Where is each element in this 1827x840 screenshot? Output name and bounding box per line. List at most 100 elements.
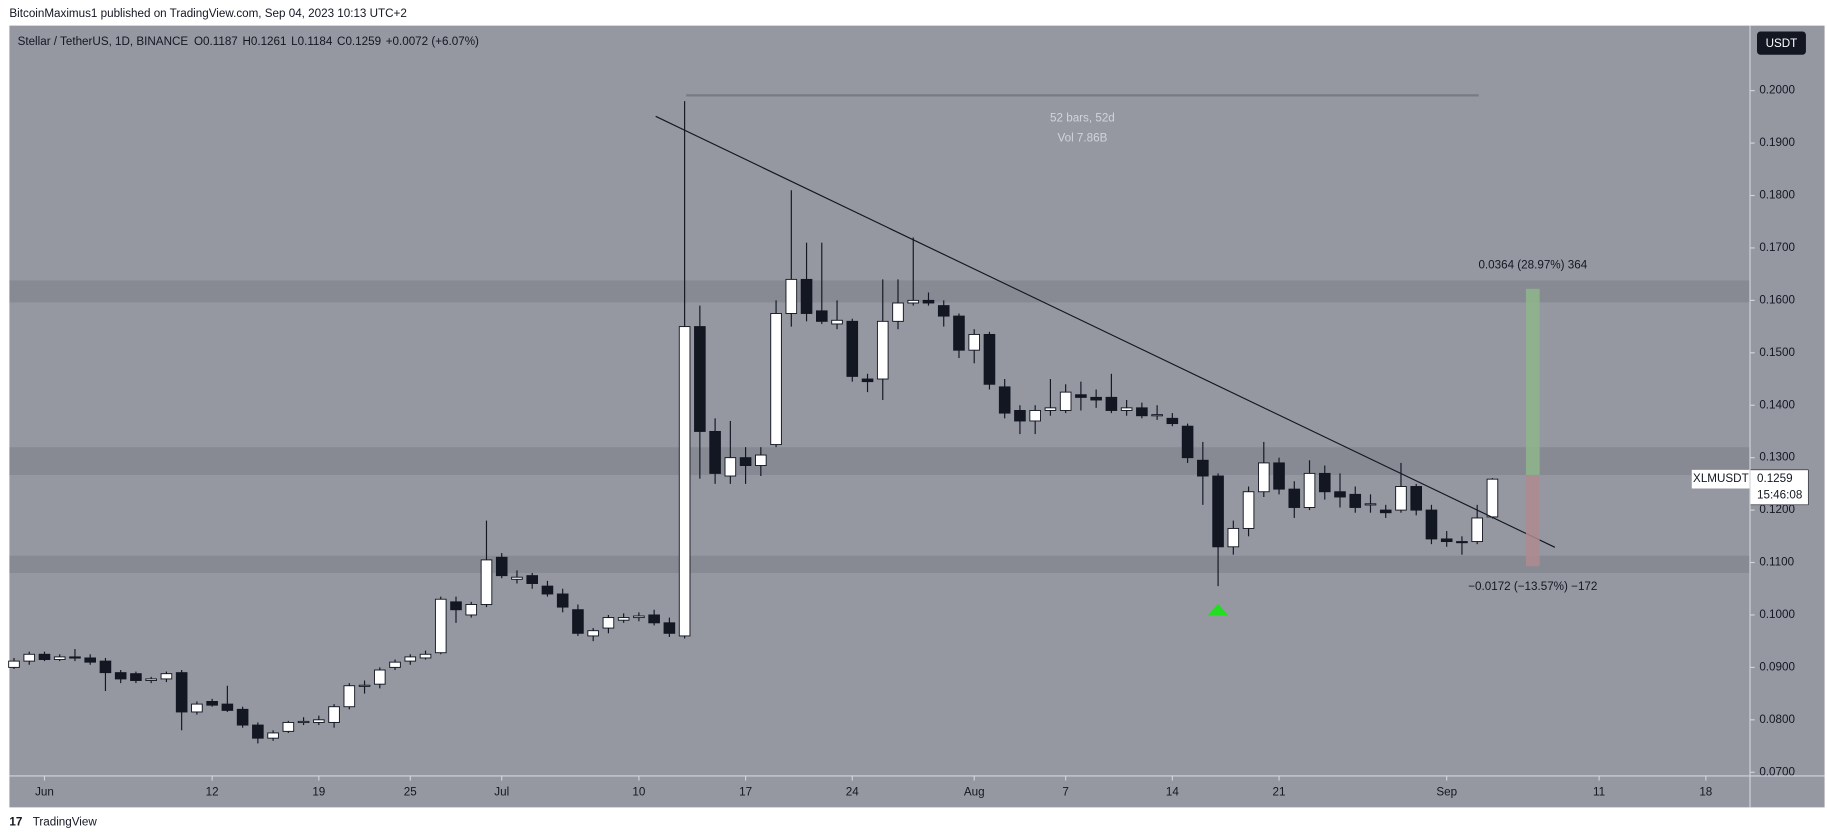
candle-body <box>861 378 874 383</box>
candle-body <box>465 604 478 616</box>
candle-body <box>1273 462 1285 490</box>
candle-body <box>1136 407 1148 417</box>
y-tick-label: 0.1400 <box>1759 398 1795 411</box>
candle-body <box>922 299 935 304</box>
candle-body <box>1257 462 1270 493</box>
measure-bars: 52 bars, 52d <box>1050 112 1115 125</box>
candle-body <box>480 559 493 605</box>
candle-body <box>160 673 173 680</box>
candle-body <box>953 315 965 351</box>
x-tick-label: 18 <box>1699 785 1712 798</box>
x-tick-label: 11 <box>1593 785 1605 798</box>
symbol-box <box>1691 469 1751 489</box>
y-tick-label: 0.1900 <box>1759 136 1795 149</box>
change: +0.0072 (+6.07%) <box>386 35 479 48</box>
candle-body <box>1242 491 1255 529</box>
candle-body <box>907 299 920 304</box>
candle-body <box>892 302 904 322</box>
candle-body <box>1288 488 1301 508</box>
candle-body <box>373 669 386 685</box>
x-tick-label: 24 <box>846 785 859 798</box>
chart-area <box>9 25 1825 808</box>
y-tick-label: 0.1100 <box>1759 556 1794 569</box>
y-tick-label: 0.1600 <box>1759 293 1795 306</box>
candle-body <box>968 333 981 351</box>
trendline <box>655 115 1556 548</box>
candle-body <box>983 333 996 385</box>
x-tick-label: 19 <box>312 785 325 798</box>
candle-body <box>1181 425 1194 459</box>
candle-body <box>846 320 859 377</box>
candle-body <box>191 703 203 713</box>
plot: 0.2000 0.1900 0.1800 0.1700 0.1600 0.1500 0.14… <box>8 84 1809 798</box>
target-box <box>1525 288 1540 475</box>
y-tick-label: 0.1700 <box>1759 241 1795 254</box>
candle-body <box>1410 486 1423 511</box>
support-zone <box>9 555 1751 574</box>
candle-body <box>876 320 889 380</box>
y-tick-label: 0.0700 <box>1759 765 1795 778</box>
candle-body <box>1059 391 1072 411</box>
candle-body <box>389 661 401 668</box>
candle-body <box>1486 478 1499 518</box>
candle-body <box>1014 410 1026 422</box>
y-tick-label: 0.1800 <box>1759 189 1795 202</box>
candle-body <box>175 672 188 713</box>
price-label: 0.1259 <box>1757 472 1793 485</box>
candle-body <box>602 617 615 629</box>
symbol-label: XLMUSDT <box>1693 472 1749 485</box>
countdown: 15:46:08 <box>1757 489 1802 502</box>
candle-body <box>1029 410 1041 422</box>
currency-button[interactable] <box>1756 31 1806 55</box>
candle-body <box>8 660 20 668</box>
candle-body <box>267 732 279 739</box>
legend: Stellar / TetherUS, 1D, BINANCE O0.1187 H0… <box>18 35 479 48</box>
y-tick-label: 0.0800 <box>1759 713 1795 726</box>
candle-body <box>23 653 36 662</box>
candle-body <box>1105 396 1118 411</box>
candle-body <box>53 656 66 660</box>
x-tick-label: 14 <box>1166 785 1179 798</box>
y-tick-label: 0.1300 <box>1759 451 1795 464</box>
candle-body <box>617 617 630 621</box>
currency[interactable]: USDT <box>1766 37 1798 50</box>
logo: 17 <box>9 816 22 829</box>
target-box <box>1525 474 1540 567</box>
candle-body <box>1349 493 1362 508</box>
candle-body <box>99 660 112 674</box>
price-box <box>1749 469 1809 506</box>
candle-body <box>770 313 782 446</box>
ohlc-label: C <box>337 35 345 48</box>
candle-body <box>313 719 325 723</box>
ohlc-label: H <box>242 35 250 48</box>
candle-body <box>358 684 371 687</box>
candle-body <box>1379 509 1392 514</box>
target-label: −0.0172 (−13.57%) −172 <box>1468 580 1597 593</box>
y-tick-label: 0.0900 <box>1759 660 1795 673</box>
ohlc-high: 0.1261 <box>251 35 287 48</box>
candle-body <box>1471 517 1483 543</box>
support-zone <box>9 447 1751 475</box>
candle-body <box>404 656 417 662</box>
candle-body <box>587 630 599 637</box>
candle-body <box>526 575 539 584</box>
candle-body <box>1120 407 1133 411</box>
candle-body <box>114 672 127 680</box>
x-tick-label: 17 <box>739 785 752 798</box>
candle-body <box>1151 414 1163 417</box>
candle-body <box>1425 509 1438 540</box>
ohlc-open: 0.1187 <box>203 35 238 48</box>
candle-body <box>1166 417 1179 425</box>
candle-body <box>282 721 295 732</box>
candle-body <box>450 601 462 611</box>
x-tick-label: 10 <box>632 785 645 798</box>
x-tick-label: 12 <box>206 785 219 798</box>
candle-body <box>297 720 310 724</box>
candle-body <box>1456 541 1468 544</box>
candle-body <box>84 657 97 663</box>
candle-body <box>709 430 721 474</box>
candle-body <box>1044 407 1057 411</box>
candle-body <box>1440 538 1453 543</box>
